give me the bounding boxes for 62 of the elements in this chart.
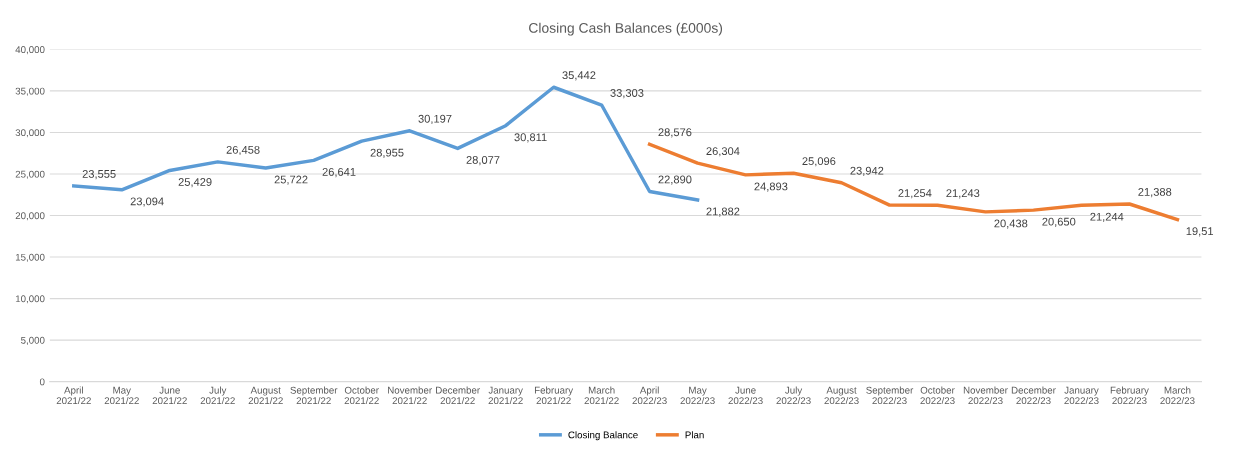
x-tick-label: December 2021/22 <box>436 386 480 405</box>
y-tick-label: 40,000 <box>15 46 45 55</box>
x-tick-label: April 2022/23 <box>632 386 667 405</box>
x-tick-label: October 2022/23 <box>920 386 955 405</box>
x-tick-label: November 2022/23 <box>963 386 1008 405</box>
x-tick-label: September 2022/23 <box>866 386 914 405</box>
x-tick-label: September 2021/22 <box>290 386 338 405</box>
data-label: 28,077 <box>466 156 500 166</box>
x-tick-label: January 2021/22 <box>488 386 523 405</box>
data-label: 25,096 <box>802 157 836 167</box>
x-tick-label: October 2021/22 <box>344 386 379 405</box>
legend-label: Plan <box>685 431 704 439</box>
data-label: 25,429 <box>178 178 212 188</box>
data-label: 25,722 <box>274 175 308 185</box>
x-tick-label: April 2021/22 <box>56 386 91 405</box>
data-label: 26,458 <box>226 145 260 156</box>
x-tick-label: May 2021/22 <box>104 386 139 405</box>
data-label: 22,890 <box>658 175 692 185</box>
data-label: 28,955 <box>370 148 404 158</box>
x-tick-label: January 2022/23 <box>1064 386 1099 405</box>
data-label: 26,641 <box>322 167 356 178</box>
y-tick-label: 15,000 <box>15 253 45 262</box>
data-label: 30,811 <box>514 133 547 143</box>
x-tick-label: February 2021/22 <box>534 386 574 405</box>
y-tick-label: 35,000 <box>15 87 45 96</box>
x-tick-label: May 2022/23 <box>680 386 715 405</box>
x-tick-label: August 2022/23 <box>824 386 859 405</box>
legend-label: Closing Balance <box>568 431 638 441</box>
y-tick-label: 25,000 <box>15 170 45 179</box>
chart-title: Closing Cash Balances (£000s) <box>529 22 723 36</box>
x-tick-label: March 2021/22 <box>584 386 619 405</box>
data-label: 28,576 <box>658 128 692 138</box>
y-tick-label: 30,000 <box>15 129 45 138</box>
x-tick-label: August 2021/22 <box>248 386 283 405</box>
data-label: 23,094 <box>130 197 164 207</box>
data-label: 21,882 <box>706 207 740 217</box>
y-tick-label: 5,000 <box>21 336 45 345</box>
x-tick-label: June 2022/23 <box>728 386 763 405</box>
data-label: 26,304 <box>706 147 740 157</box>
data-label: 30,197 <box>418 114 452 124</box>
data-label: 21,244 <box>1090 212 1124 222</box>
y-tick-label: 10,000 <box>15 295 45 304</box>
y-tick-label: 20,000 <box>15 212 45 221</box>
data-label: 20,650 <box>1042 217 1076 227</box>
x-tick-label: February 2022/23 <box>1110 386 1149 405</box>
y-tick-label: 0 <box>39 378 45 386</box>
data-label: 35,442 <box>562 71 596 81</box>
data-label: 23,555 <box>82 169 116 180</box>
x-tick-label: March 2022/23 <box>1160 386 1195 405</box>
x-tick-label: December 2022/23 <box>1011 386 1056 405</box>
data-label: 24,893 <box>754 182 788 192</box>
data-label: 20,438 <box>994 219 1028 229</box>
data-label: 21,254 <box>898 189 932 199</box>
annotation: 19,51 <box>1186 227 1214 237</box>
data-label: 33,303 <box>610 89 644 99</box>
data-label: 21,243 <box>946 189 980 199</box>
data-label: 21,388 <box>1138 187 1172 198</box>
x-tick-label: November 2021/22 <box>388 386 432 405</box>
data-label: 23,942 <box>850 166 884 176</box>
x-tick-label: June 2021/22 <box>152 386 187 405</box>
x-tick-label: July 2021/22 <box>200 386 235 405</box>
x-tick-label: July 2022/23 <box>776 386 811 405</box>
